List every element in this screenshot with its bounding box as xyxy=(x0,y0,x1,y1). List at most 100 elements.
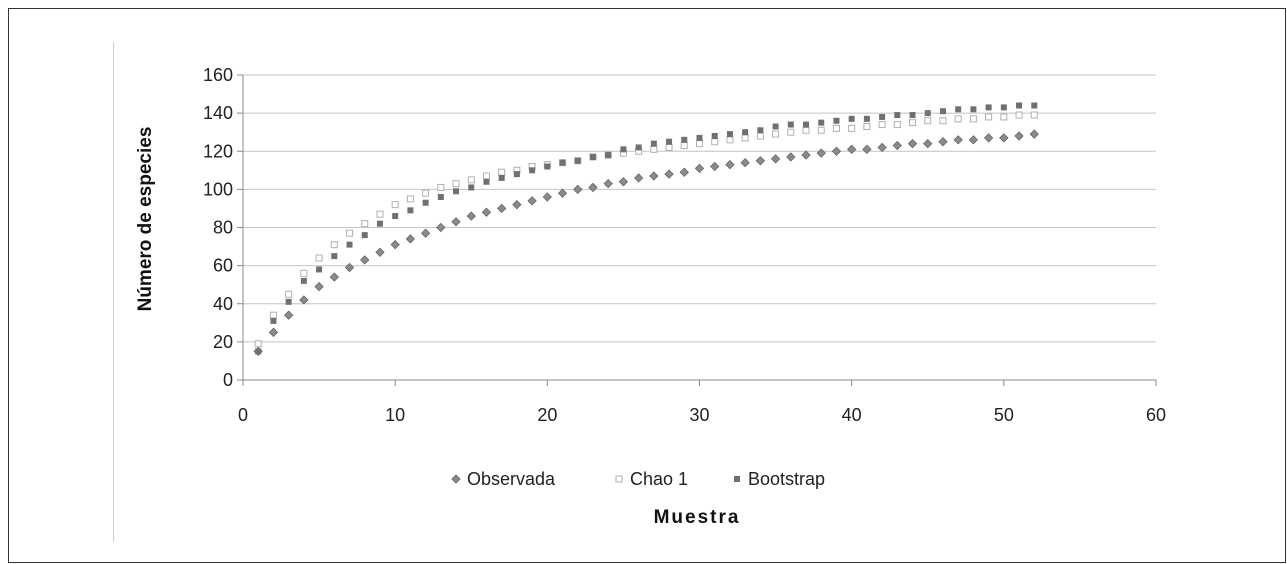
legend-marker-observada xyxy=(451,474,461,484)
point-bootstrap xyxy=(635,144,642,151)
point-chao-1 xyxy=(817,126,825,134)
point-observada xyxy=(390,240,400,250)
y-tick-label: 120 xyxy=(203,141,233,161)
point-bootstrap xyxy=(498,174,505,181)
point-bootstrap xyxy=(863,115,870,122)
point-bootstrap xyxy=(666,138,673,145)
point-observada xyxy=(420,228,431,238)
point-observada xyxy=(557,188,568,198)
point-bootstrap xyxy=(970,106,977,113)
y-tick-label: 40 xyxy=(213,294,233,314)
legend-item-bootstrap: Bootstrap xyxy=(734,469,825,489)
point-observada xyxy=(634,173,644,183)
point-observada xyxy=(710,161,720,172)
point-chao-1 xyxy=(406,195,414,203)
point-chao-1 xyxy=(482,172,490,180)
point-observada xyxy=(862,144,872,154)
point-bootstrap xyxy=(559,159,566,166)
point-observada xyxy=(512,200,522,210)
point-chao-1 xyxy=(300,269,308,277)
point-observada xyxy=(1029,129,1039,139)
point-chao-1 xyxy=(680,142,688,150)
data-points xyxy=(253,102,1039,357)
point-chao-1 xyxy=(1000,113,1008,121)
point-bootstrap xyxy=(589,153,596,160)
legend-label-bootstrap: Bootstrap xyxy=(748,469,825,489)
point-observada xyxy=(740,158,750,168)
point-chao-1 xyxy=(802,126,810,134)
point-bootstrap xyxy=(985,104,992,111)
point-observada xyxy=(725,159,735,170)
point-observada xyxy=(527,196,537,206)
point-chao-1 xyxy=(498,168,506,176)
point-observada xyxy=(755,156,765,166)
point-observada xyxy=(451,217,461,227)
point-chao-1 xyxy=(285,290,293,298)
point-observada xyxy=(679,167,689,177)
series-observada xyxy=(253,129,1039,357)
point-observada xyxy=(329,272,339,282)
point-bootstrap xyxy=(772,123,779,130)
legend-marker-bootstrap xyxy=(734,476,740,482)
point-observada xyxy=(603,179,613,189)
point-bootstrap xyxy=(300,277,307,284)
point-bootstrap xyxy=(316,266,323,273)
point-chao-1 xyxy=(863,122,871,130)
point-observada xyxy=(999,133,1009,143)
point-bootstrap xyxy=(437,194,444,200)
point-bootstrap xyxy=(376,220,383,227)
point-observada xyxy=(816,148,826,158)
point-chao-1 xyxy=(1015,111,1023,119)
point-bootstrap xyxy=(483,178,490,185)
point-chao-1 xyxy=(787,128,795,136)
point-bootstrap xyxy=(696,134,703,141)
point-observada xyxy=(968,135,979,145)
x-tick-label: 50 xyxy=(994,405,1014,425)
x-tick-label: 10 xyxy=(385,405,405,425)
point-observada xyxy=(923,139,933,149)
x-tick-label: 60 xyxy=(1146,405,1166,425)
point-observada xyxy=(1014,131,1024,141)
point-bootstrap xyxy=(620,146,627,153)
point-observada xyxy=(542,192,552,202)
point-bootstrap xyxy=(529,167,536,174)
point-chao-1 xyxy=(939,117,947,125)
point-chao-1 xyxy=(832,124,840,132)
point-observada xyxy=(497,203,507,214)
legend-marker-chao-1 xyxy=(615,475,623,483)
point-observada xyxy=(770,154,781,164)
point-chao-1 xyxy=(954,115,962,123)
point-observada xyxy=(405,234,416,244)
point-chao-1 xyxy=(665,143,673,151)
x-tick-label: 20 xyxy=(537,405,557,425)
point-bootstrap xyxy=(803,121,810,128)
point-bootstrap xyxy=(742,129,749,136)
legend-item-observada: Observada xyxy=(451,469,556,489)
point-bootstrap xyxy=(848,115,855,122)
point-bootstrap xyxy=(833,117,840,124)
point-observada xyxy=(284,310,294,320)
point-bootstrap xyxy=(255,348,262,355)
x-tick-label: 40 xyxy=(842,405,862,425)
point-observada xyxy=(649,171,659,181)
point-chao-1 xyxy=(969,115,977,123)
point-observada xyxy=(268,327,279,337)
point-chao-1 xyxy=(772,130,780,138)
point-bootstrap xyxy=(453,188,460,195)
point-chao-1 xyxy=(756,132,764,140)
axes xyxy=(237,74,1157,386)
point-bootstrap xyxy=(407,207,414,214)
point-bootstrap xyxy=(1000,104,1007,111)
legend-label-observada: Observada xyxy=(467,469,556,489)
point-chao-1 xyxy=(315,254,323,262)
point-observada xyxy=(466,211,476,221)
point-observada xyxy=(436,222,446,233)
point-observada xyxy=(892,140,902,151)
point-observada xyxy=(664,169,674,179)
y-tick-label: 60 xyxy=(213,256,233,276)
legend-item-chao-1: Chao 1 xyxy=(615,469,688,489)
point-chao-1 xyxy=(330,241,338,249)
point-bootstrap xyxy=(361,232,368,239)
figure-frame xyxy=(8,8,1286,563)
